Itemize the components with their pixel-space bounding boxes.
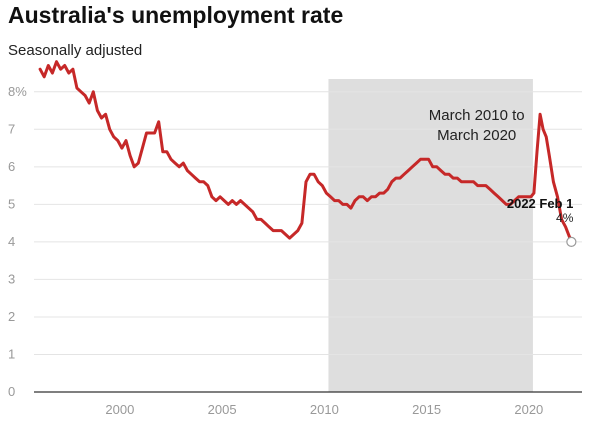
annotation-layer: March 2010 to March 2020 2022 Feb 14% [429, 107, 577, 247]
y-tick-label: 5 [8, 196, 15, 211]
chart-title: Australia's unemployment rate [8, 2, 344, 28]
y-tick-label: 7 [8, 121, 15, 136]
latest-point-marker [566, 236, 577, 247]
shaded-period-layer [328, 79, 533, 392]
series-layer [38, 60, 573, 244]
callout-date-label: 2022 Feb 1 [507, 196, 574, 211]
y-tick-label: 3 [8, 271, 15, 286]
shaded-period [328, 79, 533, 392]
grid-layer [34, 91, 582, 393]
x-tick-layer: 2000 2005 2010 2015 2020 [105, 402, 543, 417]
y-tick-label: 6 [8, 159, 15, 174]
x-tick-label: 2005 [208, 402, 237, 417]
unemployment-rate-line [38, 60, 573, 244]
y-tick-label: 8% [8, 84, 27, 99]
y-tick-label: 1 [8, 346, 15, 361]
x-tick-label: 2000 [105, 402, 134, 417]
y-tick-label: 4 [8, 234, 15, 249]
x-tick-label: 2020 [514, 402, 543, 417]
y-tick-layer: 0 1 2 3 4 5 6 7 8% [8, 84, 27, 399]
callout-value-label: 4% [556, 211, 574, 225]
y-tick-label: 0 [8, 384, 15, 399]
x-tick-label: 2015 [412, 402, 441, 417]
shaded-period-label: March 2020 [437, 127, 516, 144]
y-tick-label: 2 [8, 309, 15, 324]
shaded-period-label: March 2010 to [429, 107, 525, 124]
x-tick-label: 2010 [310, 402, 339, 417]
chart-subtitle: Seasonally adjusted [8, 42, 143, 59]
